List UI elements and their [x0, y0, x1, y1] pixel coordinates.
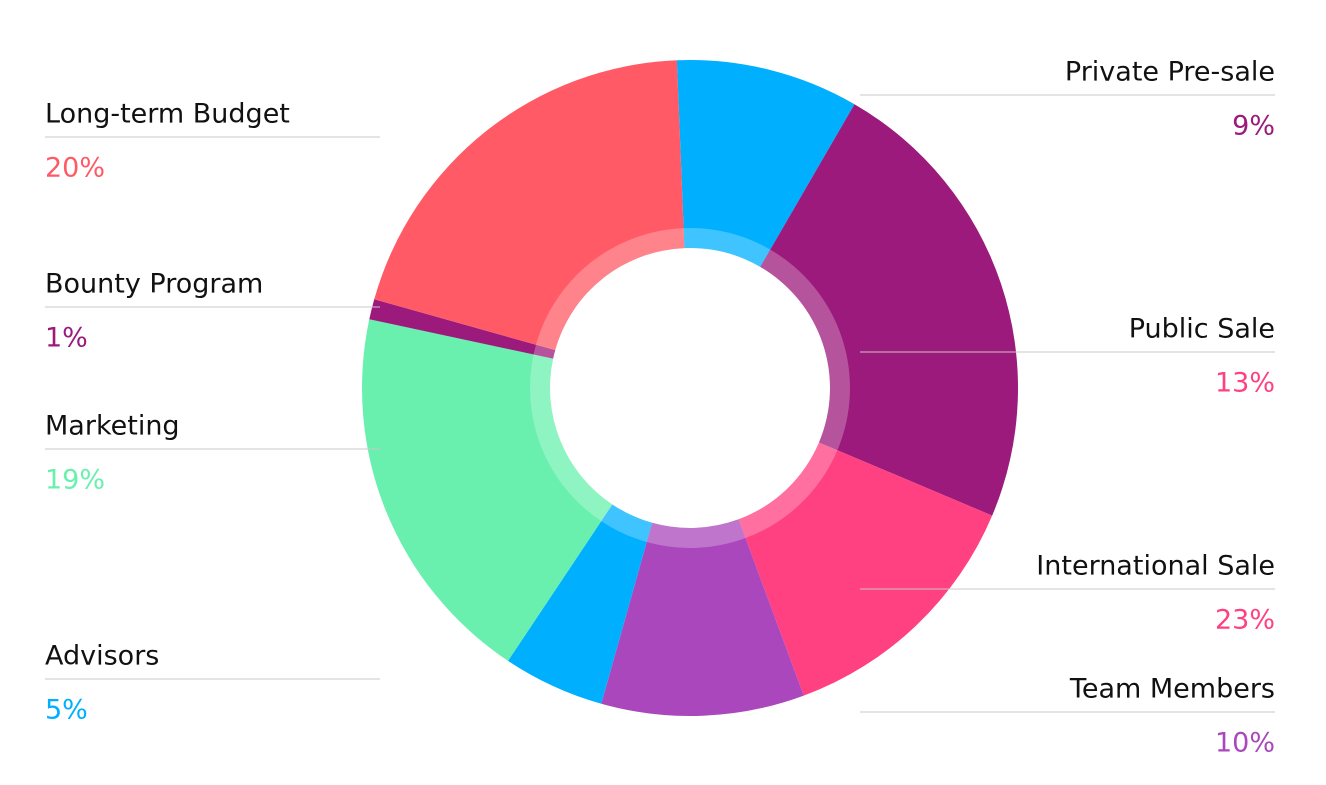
- slice: [369, 299, 556, 359]
- slice-inner-ring: [646, 519, 746, 549]
- label-value: 5%: [45, 695, 88, 726]
- label-value: 9%: [1232, 111, 1275, 142]
- slice-inner-ring: [760, 249, 850, 451]
- slice: [508, 504, 653, 704]
- slice-inner-ring: [533, 344, 556, 359]
- slice: [374, 60, 685, 351]
- label-value: 1%: [45, 323, 88, 354]
- label-name: Advisors: [45, 641, 159, 672]
- slice: [760, 104, 1018, 516]
- slice-inner-ring: [529, 354, 613, 522]
- label-name: Marketing: [45, 411, 180, 442]
- label-value: 10%: [1215, 728, 1275, 759]
- label-value: 19%: [45, 465, 105, 496]
- slice-inner-ring: [535, 228, 685, 351]
- label-name: International Sale: [1036, 551, 1275, 582]
- label-name: Bounty Program: [45, 269, 263, 300]
- slice: [601, 519, 804, 717]
- label-value: 23%: [1215, 605, 1275, 636]
- slice-inner-ring: [683, 227, 771, 267]
- label-name: Private Pre-sale: [1065, 57, 1275, 88]
- label-name: Long-term Budget: [45, 99, 290, 130]
- slice-inner-ring: [738, 442, 838, 539]
- label-name: Public Sale: [1129, 314, 1275, 345]
- slice-inner-ring: [601, 504, 653, 543]
- label-value: 20%: [45, 153, 105, 184]
- slice: [676, 59, 855, 267]
- label-value: 13%: [1215, 368, 1275, 399]
- slice: [738, 442, 993, 696]
- slice: [362, 319, 613, 661]
- label-name: Team Members: [1069, 674, 1275, 705]
